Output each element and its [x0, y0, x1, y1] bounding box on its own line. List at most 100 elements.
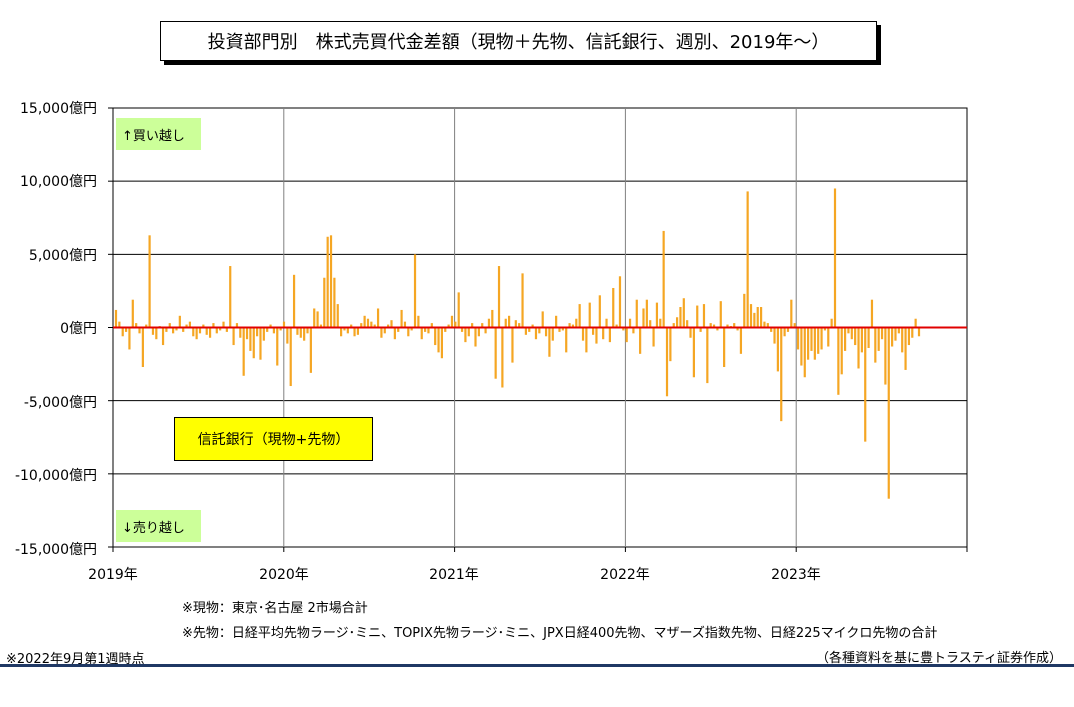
- bar: [820, 327, 823, 350]
- bar: [817, 327, 820, 354]
- bar: [417, 315, 420, 328]
- bar: [420, 327, 423, 340]
- bar: [581, 327, 585, 341]
- x-tick-label: 2019年: [88, 567, 138, 583]
- x-tick-label: 2021年: [429, 567, 479, 583]
- bar: [544, 327, 548, 337]
- bar: [202, 324, 205, 328]
- bar: [390, 320, 393, 328]
- bar: [168, 323, 171, 328]
- bar: [618, 276, 622, 328]
- bar: [114, 309, 118, 328]
- bar: [914, 318, 917, 328]
- bar: [138, 327, 141, 334]
- bar: [397, 327, 400, 332]
- bar: [323, 277, 326, 328]
- bar: [608, 327, 611, 343]
- bar: [292, 274, 296, 328]
- bar: [450, 315, 454, 328]
- bar: [907, 327, 911, 346]
- bar: [598, 295, 601, 328]
- bar: [756, 307, 759, 328]
- bar: [622, 327, 625, 331]
- bar: [346, 327, 349, 334]
- note-spot: ※現物：東京･名古屋 2市場合計: [182, 601, 368, 616]
- bar: [561, 327, 564, 331]
- bar: [891, 327, 894, 347]
- bar: [796, 327, 800, 350]
- bar: [477, 327, 480, 337]
- bar: [911, 327, 914, 338]
- bar: [356, 327, 360, 335]
- note-source: （各種資料を基に豊トラスティ証券作成）: [816, 651, 1062, 666]
- bar: [639, 327, 642, 354]
- bar: [215, 327, 218, 334]
- bar: [239, 327, 242, 338]
- bar: [716, 327, 719, 331]
- bar: [208, 327, 212, 338]
- bar: [585, 327, 588, 353]
- bar: [565, 327, 568, 353]
- y-tick-label: 15,000億円: [20, 101, 97, 117]
- bar: [675, 317, 679, 328]
- bar: [575, 318, 578, 328]
- bar: [444, 327, 447, 332]
- bar: [205, 327, 208, 335]
- bar: [252, 327, 255, 359]
- bar: [665, 327, 669, 397]
- bar: [655, 302, 659, 328]
- bar: [709, 323, 712, 328]
- bar: [319, 324, 323, 328]
- bar: [551, 327, 554, 341]
- bar: [699, 327, 702, 332]
- bar: [232, 327, 235, 346]
- bar: [830, 318, 833, 328]
- y-tick-label: -15,000億円: [14, 542, 97, 558]
- bar: [719, 301, 722, 328]
- bar: [615, 324, 618, 328]
- bar: [460, 327, 464, 332]
- bar: [363, 315, 366, 328]
- bar: [783, 327, 786, 337]
- bar: [625, 327, 628, 343]
- bar: [541, 311, 544, 328]
- bar: [534, 327, 538, 340]
- bar: [843, 327, 847, 351]
- bar: [642, 308, 645, 328]
- bar: [467, 327, 470, 337]
- bar: [410, 327, 413, 331]
- bar: [901, 327, 904, 353]
- bar: [555, 315, 558, 328]
- bar: [511, 327, 514, 363]
- bar: [494, 327, 497, 379]
- bar: [612, 287, 615, 328]
- bar: [333, 277, 336, 328]
- bar: [531, 324, 534, 328]
- bar: [833, 188, 837, 328]
- bar: [282, 321, 286, 328]
- bar: [803, 327, 806, 378]
- bar: [353, 327, 356, 337]
- bar: [770, 327, 773, 332]
- bar: [427, 327, 430, 334]
- bar: [790, 299, 793, 328]
- bar: [178, 315, 181, 328]
- bar: [124, 327, 128, 332]
- bar: [847, 327, 850, 334]
- bar: [487, 318, 491, 328]
- bar: [118, 321, 121, 328]
- bar: [393, 327, 396, 340]
- bar: [645, 299, 648, 328]
- x-tick-label: 2020年: [259, 567, 309, 583]
- bar: [256, 327, 259, 337]
- bar: [447, 324, 450, 328]
- bar: [350, 324, 353, 328]
- note-futures: ※先物：日経平均先物ラージ･ミニ、TOPIX先物ラージ･ミニ、JPX日経400先…: [182, 626, 938, 641]
- bar: [682, 298, 685, 328]
- bar: [649, 320, 652, 328]
- bar: [518, 323, 521, 328]
- bar: [706, 327, 709, 384]
- bar: [763, 321, 766, 328]
- bar: [309, 327, 312, 373]
